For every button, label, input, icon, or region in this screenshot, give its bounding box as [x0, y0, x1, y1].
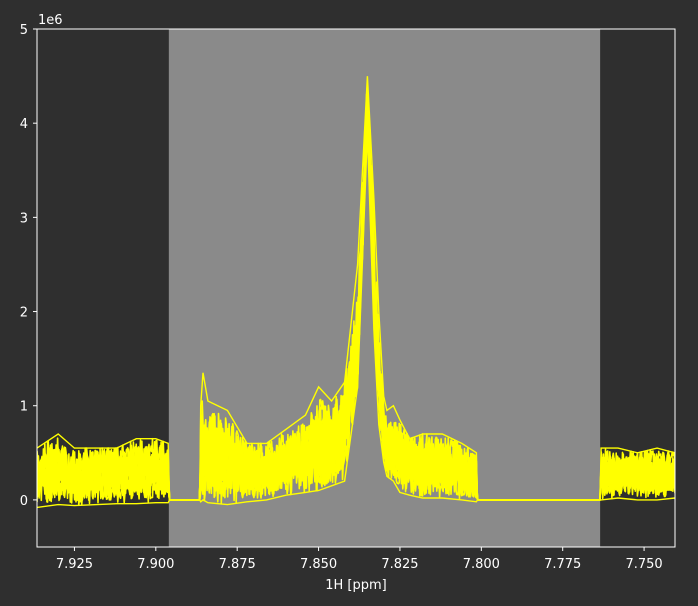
x-tick-label: 7.750 — [625, 557, 662, 572]
y-tick-label: 0 — [20, 494, 28, 509]
plot-area — [36, 28, 676, 548]
x-tick-label: 7.825 — [381, 557, 418, 572]
x-tick-label: 7.925 — [56, 557, 93, 572]
x-tick-label: 7.850 — [300, 557, 337, 572]
y-axis: 0 1 2 3 4 5 — [20, 23, 37, 509]
y-tick-label: 3 — [20, 211, 28, 226]
series-envelope-low — [37, 132, 675, 509]
y-scale-label: 1e6 — [38, 13, 63, 28]
y-tick-label: 1 — [20, 400, 28, 415]
x-tick-label: 7.875 — [219, 557, 256, 572]
x-tick-label: 7.775 — [544, 557, 581, 572]
x-axis-label: 1H [ppm] — [325, 578, 387, 593]
series-envelope-high — [37, 76, 675, 501]
x-tick-label: 7.900 — [137, 557, 174, 572]
y-tick-label: 4 — [20, 117, 28, 132]
x-axis: 7.925 7.900 7.875 7.850 7.825 7.800 7.775 7.750 — [56, 547, 663, 572]
axes-frame — [36, 28, 676, 548]
y-tick-label: 2 — [20, 306, 28, 321]
series-layer — [37, 76, 675, 509]
x-tick-label: 7.800 — [463, 557, 500, 572]
y-tick-label: 5 — [20, 23, 28, 38]
